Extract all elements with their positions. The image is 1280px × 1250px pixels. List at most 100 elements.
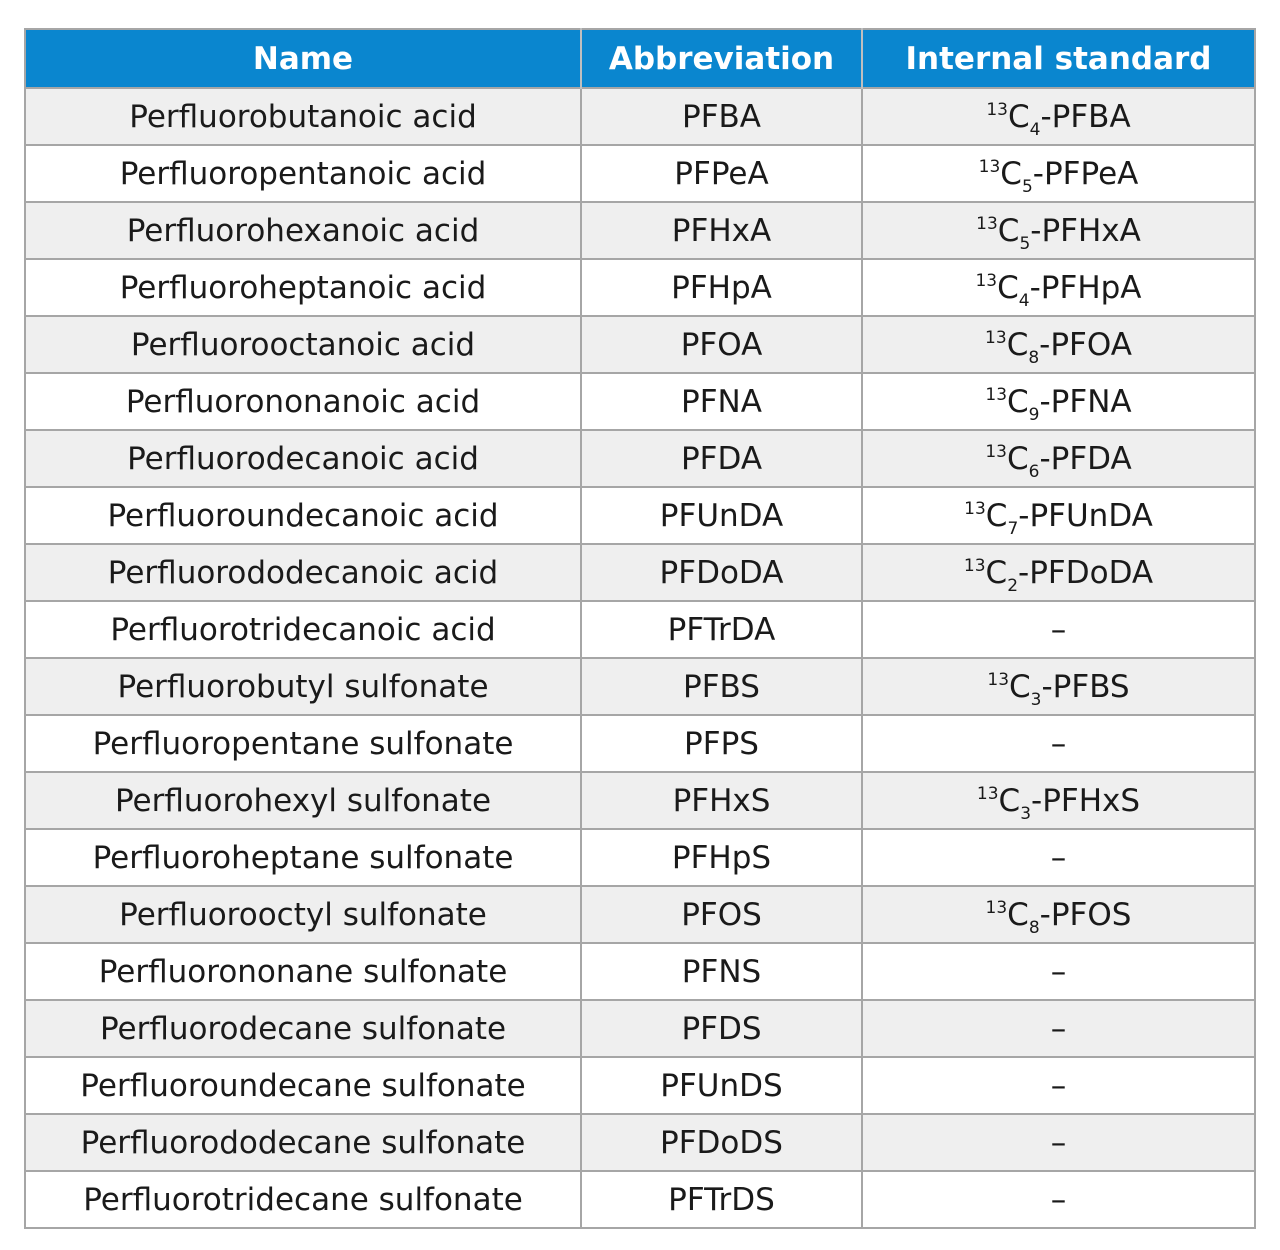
- cell-name: Perfluorodecanoic acid: [24, 429, 582, 488]
- cell-internal-standard: 13C6-PFDA: [861, 429, 1256, 488]
- no-standard-dash: –: [1050, 953, 1067, 990]
- element-symbol: C: [1007, 896, 1029, 933]
- cell-abbreviation: PFNS: [580, 942, 863, 1001]
- cell-name: Perfluoroundecanoic acid: [24, 486, 582, 545]
- no-standard-dash: –: [1050, 1181, 1067, 1218]
- cell-abbreviation: PFDoDS: [580, 1113, 863, 1172]
- pfas-table-container: Name Abbreviation Internal standard Perf…: [24, 28, 1256, 1229]
- table-body: Perfluorobutanoic acid PFBA 13C4-PFBA Perfl…: [24, 87, 1256, 1229]
- isotope-count: 8: [1028, 347, 1040, 368]
- cell-name: Perfluorotridecanoic acid: [24, 600, 582, 659]
- isotope-mass-number: 13: [986, 99, 1008, 120]
- element-symbol: C: [1007, 98, 1030, 135]
- cell-abbreviation: PFHpA: [580, 258, 863, 317]
- cell-internal-standard: 13C5-PFPeA: [861, 144, 1256, 203]
- table-row: Perfluorohexanoic acid PFHxA 13C5-PFHxA: [24, 201, 1256, 260]
- table-row: Perfluorononanoic acid PFNA 13C9-PFNA: [24, 372, 1256, 431]
- standard-compound: -PFDA: [1039, 440, 1132, 477]
- element-symbol: C: [1009, 668, 1031, 705]
- cell-name: Perfluoropentanoic acid: [24, 144, 582, 203]
- no-standard-dash: –: [1050, 725, 1067, 762]
- table-row: Perfluorotridecanoic acid PFTrDA –: [24, 600, 1256, 659]
- table-row: Perfluorobutyl sulfonate PFBS 13C3-PFBS: [24, 657, 1256, 716]
- standard-compound: -PFOA: [1039, 326, 1132, 363]
- cell-internal-standard: 13C8-PFOS: [861, 885, 1256, 944]
- element-symbol: C: [985, 554, 1008, 591]
- pfas-table: Name Abbreviation Internal standard Perf…: [24, 28, 1256, 1229]
- cell-name: Perfluorooctyl sulfonate: [24, 885, 582, 944]
- cell-abbreviation: PFUnDA: [580, 486, 863, 545]
- isotope-mass-number: 13: [976, 213, 998, 234]
- cell-abbreviation: PFTrDS: [580, 1170, 863, 1229]
- element-symbol: C: [997, 212, 1020, 249]
- element-symbol: C: [1006, 440, 1029, 477]
- cell-name: Perfluoroheptane sulfonate: [24, 828, 582, 887]
- cell-internal-standard: 13C4-PFHpA: [861, 258, 1256, 317]
- element-symbol: C: [997, 269, 1019, 306]
- cell-internal-standard: 13C7-PFUnDA: [861, 486, 1256, 545]
- cell-name: Perfluoroheptanoic acid: [24, 258, 582, 317]
- cell-internal-standard: 13C5-PFHxA: [861, 201, 1256, 260]
- cell-abbreviation: PFOA: [580, 315, 863, 374]
- cell-name: Perfluorododecane sulfonate: [24, 1113, 582, 1172]
- isotope-count: 2: [1007, 575, 1019, 596]
- column-header-abbreviation: Abbreviation: [580, 28, 863, 88]
- isotope-mass-number: 13: [964, 498, 986, 519]
- isotope-count: 6: [1028, 461, 1040, 482]
- no-standard-dash: –: [1050, 1124, 1067, 1161]
- standard-compound: -PFHxS: [1031, 782, 1141, 819]
- cell-internal-standard: –: [861, 999, 1256, 1058]
- cell-abbreviation: PFNA: [580, 372, 863, 431]
- cell-abbreviation: PFDS: [580, 999, 863, 1058]
- standard-compound: -PFOS: [1039, 896, 1132, 933]
- isotope-count: 7: [1007, 518, 1019, 539]
- isotope-count: 3: [1020, 803, 1032, 824]
- cell-internal-standard: 13C8-PFOA: [861, 315, 1256, 374]
- cell-name: Perfluorotridecane sulfonate: [24, 1170, 582, 1229]
- isotope-count: 4: [1018, 290, 1030, 311]
- isotope-mass-number: 13: [978, 156, 1001, 177]
- table-row: Perfluorooctyl sulfonate PFOS 13C8-PFOS: [24, 885, 1256, 944]
- no-standard-dash: –: [1050, 611, 1067, 648]
- standard-compound: -PFDoDA: [1018, 554, 1154, 591]
- cell-name: Perfluorooctanoic acid: [24, 315, 582, 374]
- cell-name: Perfluorononanoic acid: [24, 372, 582, 431]
- cell-name: Perfluorononane sulfonate: [24, 942, 582, 1001]
- table-header-row: Name Abbreviation Internal standard: [25, 28, 1255, 88]
- cell-name: Perfluorohexyl sulfonate: [24, 771, 582, 830]
- standard-compound: -PFUnDA: [1018, 497, 1153, 534]
- cell-internal-standard: –: [861, 1056, 1256, 1115]
- cell-internal-standard: –: [861, 942, 1256, 1001]
- isotope-count: 8: [1028, 917, 1040, 938]
- no-standard-dash: –: [1050, 1067, 1067, 1104]
- table-row: Perfluorodecane sulfonate PFDS –: [24, 999, 1256, 1058]
- element-symbol: C: [1000, 155, 1022, 192]
- cell-internal-standard: –: [861, 714, 1256, 773]
- cell-internal-standard: 13C3-PFHxS: [861, 771, 1256, 830]
- cell-abbreviation: PFTrDA: [580, 600, 863, 659]
- isotope-count: 5: [1021, 176, 1033, 197]
- cell-name: Perfluorobutanoic acid: [24, 87, 582, 146]
- table-row: Perfluorododecanoic acid PFDoDA 13C2-PFDoD…: [24, 543, 1256, 602]
- standard-compound: -PFHpA: [1029, 269, 1142, 306]
- isotope-count: 5: [1019, 233, 1031, 254]
- isotope-count: 4: [1029, 119, 1041, 140]
- table-row: Perfluoroundecanoic acid PFUnDA 13C7-PFUnD…: [24, 486, 1256, 545]
- table-row: Perfluorododecane sulfonate PFDoDS –: [24, 1113, 1256, 1172]
- table-row: Perfluoroheptane sulfonate PFHpS –: [24, 828, 1256, 887]
- isotope-mass-number: 13: [985, 441, 1007, 462]
- isotope-mass-number: 13: [975, 270, 998, 291]
- standard-compound: -PFNA: [1039, 383, 1132, 420]
- isotope-mass-number: 13: [985, 327, 1007, 348]
- table-row: Perfluorononane sulfonate PFNS –: [24, 942, 1256, 1001]
- table-row: Perfluorotridecane sulfonate PFTrDS –: [24, 1170, 1256, 1229]
- cell-abbreviation: PFPS: [580, 714, 863, 773]
- cell-abbreviation: PFDoDA: [580, 543, 863, 602]
- cell-internal-standard: –: [861, 1113, 1256, 1172]
- cell-abbreviation: PFPeA: [580, 144, 863, 203]
- isotope-mass-number: 13: [976, 783, 999, 804]
- cell-name: Perfluorohexanoic acid: [24, 201, 582, 260]
- standard-compound: -PFPeA: [1032, 155, 1139, 192]
- table-row: Perfluoropentanoic acid PFPeA 13C5-PFPeA: [24, 144, 1256, 203]
- isotope-count: 3: [1030, 689, 1042, 710]
